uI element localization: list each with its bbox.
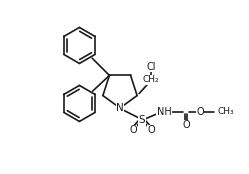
Text: O: O [147, 125, 155, 135]
Text: O: O [129, 125, 137, 135]
Text: O: O [182, 120, 190, 130]
Text: O: O [196, 107, 204, 117]
Text: CH₂: CH₂ [143, 75, 159, 84]
Text: Cl: Cl [146, 62, 156, 72]
Text: S: S [139, 115, 145, 125]
Text: CH₃: CH₃ [218, 108, 235, 117]
Text: N: N [116, 103, 124, 113]
Text: NH: NH [157, 107, 171, 117]
